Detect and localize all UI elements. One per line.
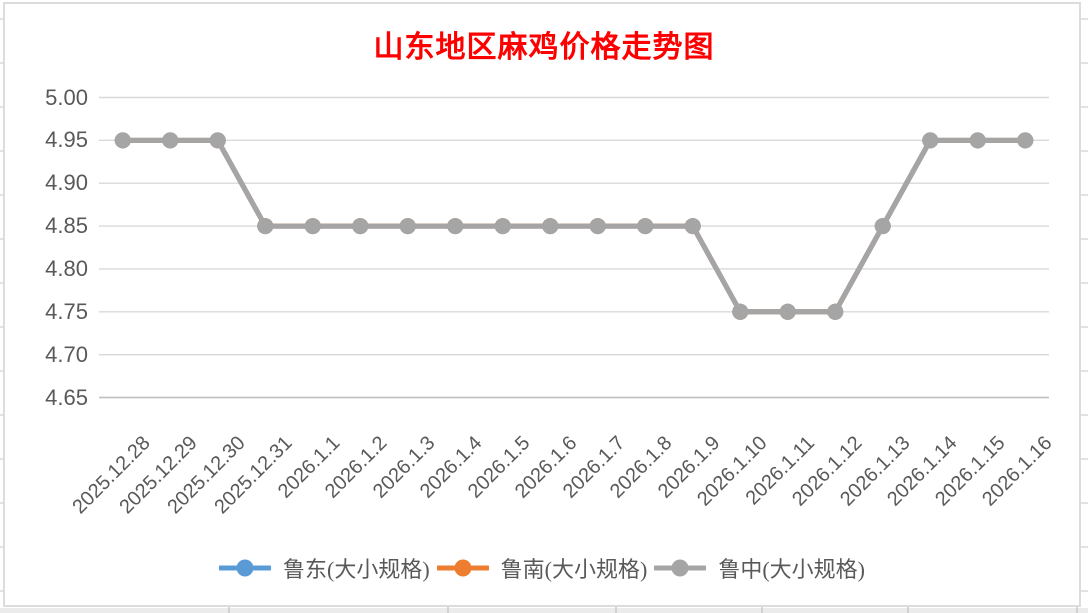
- legend-label: 鲁南(大小规格): [500, 557, 648, 582]
- chart-legend: 鲁东(大小规格) 鲁南(大小规格) 鲁中(大小规格): [3, 552, 1081, 584]
- legend-marker-icon: [219, 559, 272, 577]
- y-axis-tick-label: 4.70: [45, 341, 88, 367]
- chart-title: 山东地区麻鸡价格走势图: [373, 31, 715, 64]
- legend-marker-icon: [654, 559, 707, 577]
- y-axis-tick-label: 4.75: [45, 298, 88, 324]
- legend-marker-icon: [436, 559, 489, 577]
- y-axis-tick-label: 5.00: [45, 84, 88, 110]
- legend-item-2: 鲁南(大小规格): [436, 552, 648, 584]
- y-axis-tick-label: 4.65: [45, 384, 88, 410]
- legend-item-3: 鲁中(大小规格): [654, 552, 865, 584]
- legend-label: 鲁东(大小规格): [283, 557, 430, 582]
- y-axis-tick-label: 4.85: [45, 213, 88, 239]
- chart-frame[interactable]: [3, 2, 1081, 607]
- y-axis-tick-label: 4.90: [45, 170, 88, 196]
- y-axis-tick-label: 4.95: [45, 127, 88, 153]
- y-axis-tick-label: 4.80: [45, 255, 88, 281]
- legend-label: 鲁中(大小规格): [718, 557, 865, 582]
- legend-item-1: 鲁东(大小规格): [219, 552, 430, 584]
